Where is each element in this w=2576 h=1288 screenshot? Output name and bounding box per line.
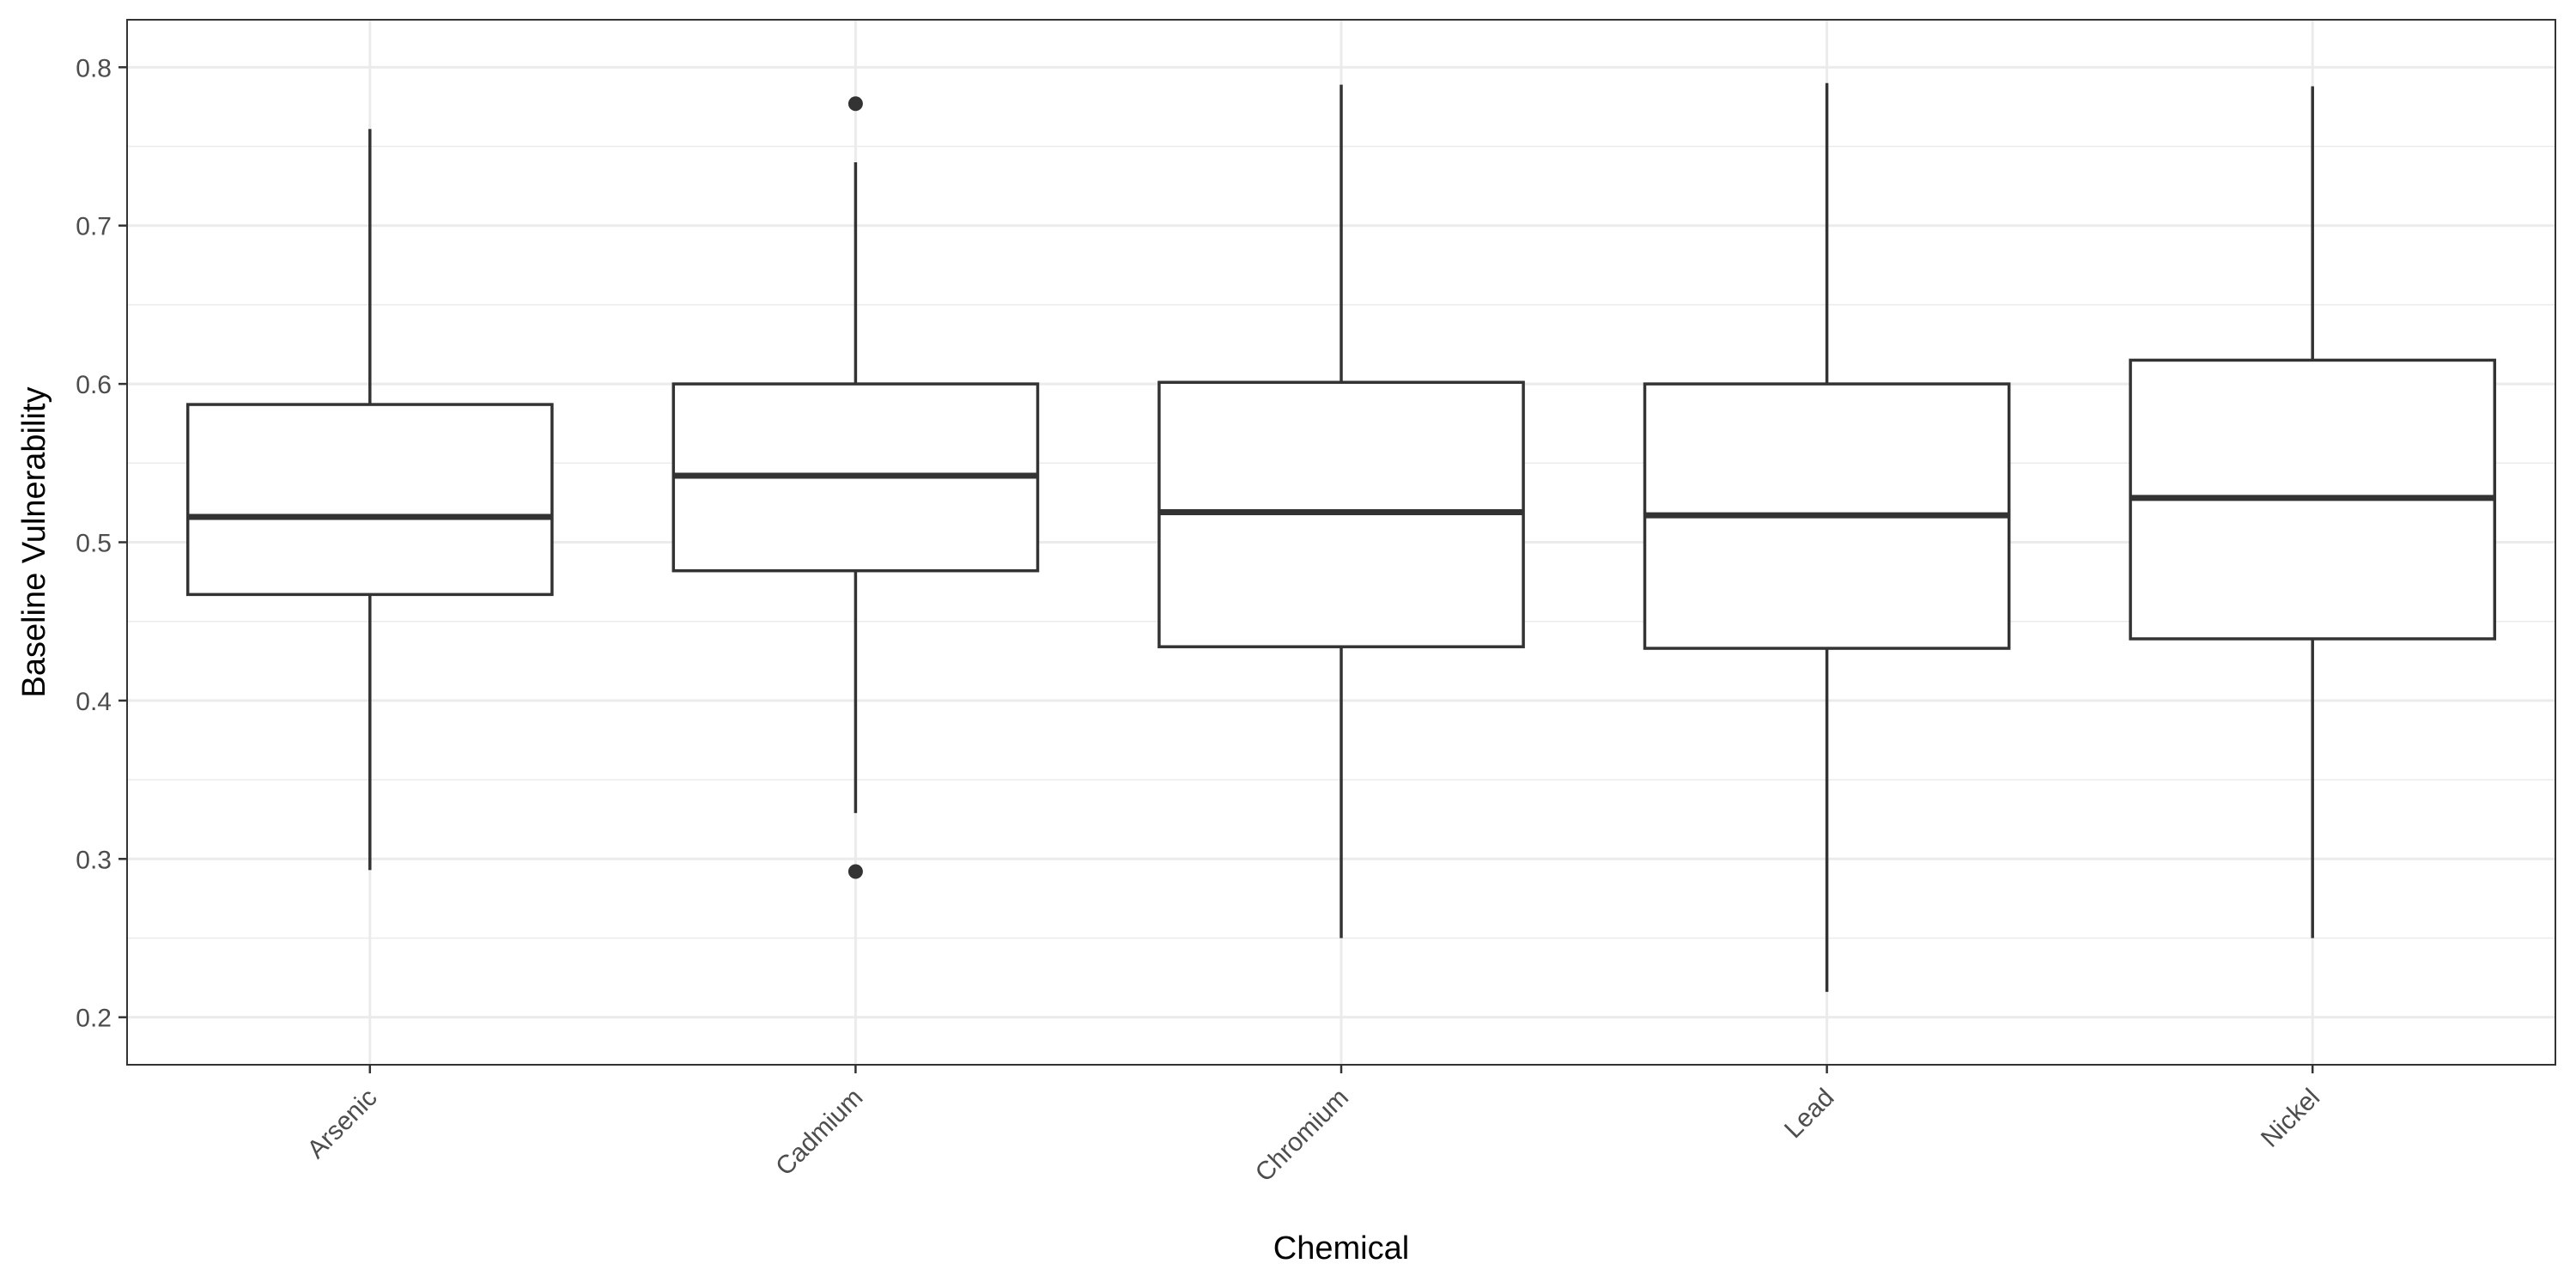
box-lead — [1643, 82, 2011, 993]
box-cadmium — [671, 96, 1040, 879]
y-axis-title: Baseline Vulnerability — [16, 387, 52, 698]
outlier-point — [848, 864, 863, 879]
box-arsenic — [185, 129, 554, 871]
x-tick-label: Arsenic — [302, 1084, 383, 1164]
iqr-box — [185, 403, 554, 597]
y-tick-label: 0.8 — [76, 54, 112, 82]
box-layer — [185, 82, 2497, 993]
y-tick-label: 0.6 — [76, 371, 112, 399]
y-tick-label: 0.7 — [76, 213, 112, 241]
box-chromium — [1157, 84, 1525, 939]
y-tick-label: 0.2 — [76, 1005, 112, 1033]
outlier-point — [848, 96, 863, 112]
x-tick-label: Chromium — [1250, 1084, 1354, 1188]
y-tick-label: 0.5 — [76, 530, 112, 558]
x-tick-label: Nickel — [2256, 1084, 2325, 1153]
y-tick-label: 0.3 — [76, 846, 112, 874]
y-tick-label: 0.4 — [76, 688, 112, 716]
box-nickel — [2129, 86, 2497, 939]
x-tick-label: Cadmium — [770, 1084, 868, 1182]
x-tick-label: Lead — [1779, 1084, 1840, 1145]
x-axis-title: Chemical — [1273, 1230, 1409, 1267]
